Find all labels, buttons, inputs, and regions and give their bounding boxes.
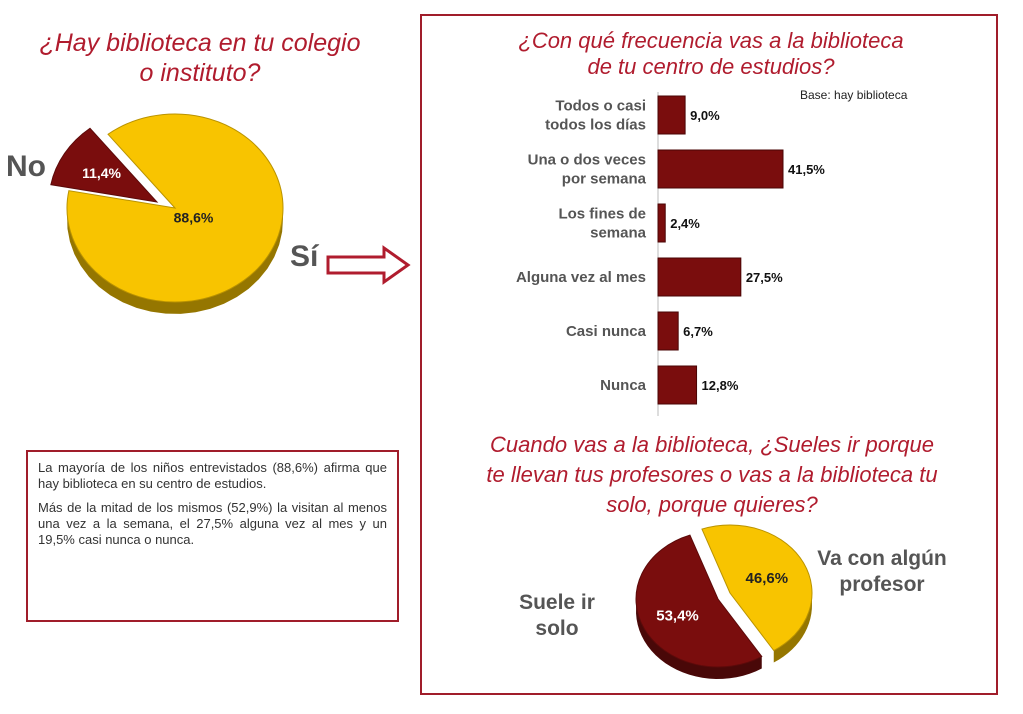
pie1-legend-si: Sí [290, 240, 319, 273]
bar-category-label-5-0: Nunca [600, 377, 647, 394]
pie2-chart: 46,6% 53,4% [635, 524, 813, 679]
pie1-slice-0 [66, 113, 284, 303]
pie1-slice-label-0: 88,6% [174, 210, 214, 226]
bar-category-label-1-0: Una o dos veces [528, 152, 646, 169]
pie1-title-line-2: o instituto? [139, 59, 261, 87]
bar-5 [657, 365, 698, 405]
pie1-legend-no: No [6, 150, 46, 183]
bar-0 [657, 95, 686, 135]
bar-category-label-1-1: por semana [562, 171, 647, 188]
summary-paragraph-2: Más de la mitad de los mismos (52,9%) la… [38, 500, 387, 547]
bar-category-label-2-0: Los fines de [558, 206, 646, 223]
bar-title-line-1: ¿Con qué frecuencia vas a la biblioteca [518, 28, 904, 53]
bar-category-label-4-0: Casi nunca [566, 323, 647, 340]
pie2-title-line-3: solo, porque quieres? [606, 492, 818, 517]
pie2-slice-label-0: 46,6% [746, 570, 789, 587]
bar-2 [657, 203, 666, 243]
bar-value-label-4: 6,7% [683, 324, 713, 339]
bar-3 [657, 257, 742, 297]
bar-value-label-1: 41,5% [788, 162, 825, 177]
pie2-slice-1 [635, 534, 763, 668]
pie2-legend-profesor: Va con algún profesor [802, 546, 962, 598]
pie2-legend-profesor-line-1: Va con algún [817, 547, 947, 570]
summary-note: La mayoría de los niños entrevistados (8… [26, 450, 399, 622]
pie2-legend-solo-line-2: solo [535, 617, 579, 640]
bar-value-label-3: 27,5% [746, 270, 783, 285]
bar-4 [657, 311, 679, 351]
pie2-slice-0 [701, 524, 813, 652]
bar-chart: 9,0% Todos o casi todos los días 41,5% Una o… [516, 92, 825, 416]
pie1-slice-label-1: 11,4% [82, 165, 121, 181]
frequency-panel: ¿Con qué frecuencia vas a la biblioteca … [420, 14, 998, 695]
pie2-legend-solo-line-1: Suele ir [519, 591, 595, 614]
pie2-title-line-1: Cuando vas a la biblioteca, ¿Sueles ir p… [490, 432, 934, 457]
bar-value-label-2: 2,4% [670, 216, 700, 231]
pie2-title: Cuando vas a la biblioteca, ¿Sueles ir p… [452, 430, 972, 520]
pie2-slice-side-1 [636, 595, 762, 679]
pie1-chart: 88,6% 11,4% [50, 113, 284, 314]
bar-chart-title: ¿Con qué frecuencia vas a la biblioteca … [422, 28, 1000, 80]
summary-paragraph-1: La mayoría de los niños entrevistados (8… [38, 460, 387, 491]
bar-1 [657, 149, 784, 189]
bar-category-label-0-0: Todos o casi [555, 98, 646, 115]
bar-category-label-3-0: Alguna vez al mes [516, 269, 646, 286]
arrow-icon [326, 245, 411, 285]
bar-title-line-2: de tu centro de estudios? [587, 54, 835, 79]
pie2-legend-solo: Suele ir solo [502, 590, 612, 642]
bar-category-label-0-1: todos los días [545, 117, 646, 134]
bar-value-label-0: 9,0% [690, 108, 720, 123]
pie1-slice-1 [50, 127, 159, 203]
bar-value-label-5: 12,8% [702, 378, 739, 393]
pie1-title: ¿Hay biblioteca en tu colegio o institut… [0, 28, 400, 88]
bar-category-label-2-1: semana [590, 225, 647, 242]
pie2-legend-profesor-line-2: profesor [839, 573, 925, 596]
pie2-slice-label-1: 53,4% [656, 607, 699, 624]
pie2-title-line-2: te llevan tus profesores o vas a la bibl… [486, 462, 938, 487]
bar-base-note: Base: hay biblioteca [800, 88, 908, 102]
pie1-title-line-1: ¿Hay biblioteca en tu colegio [39, 29, 361, 57]
